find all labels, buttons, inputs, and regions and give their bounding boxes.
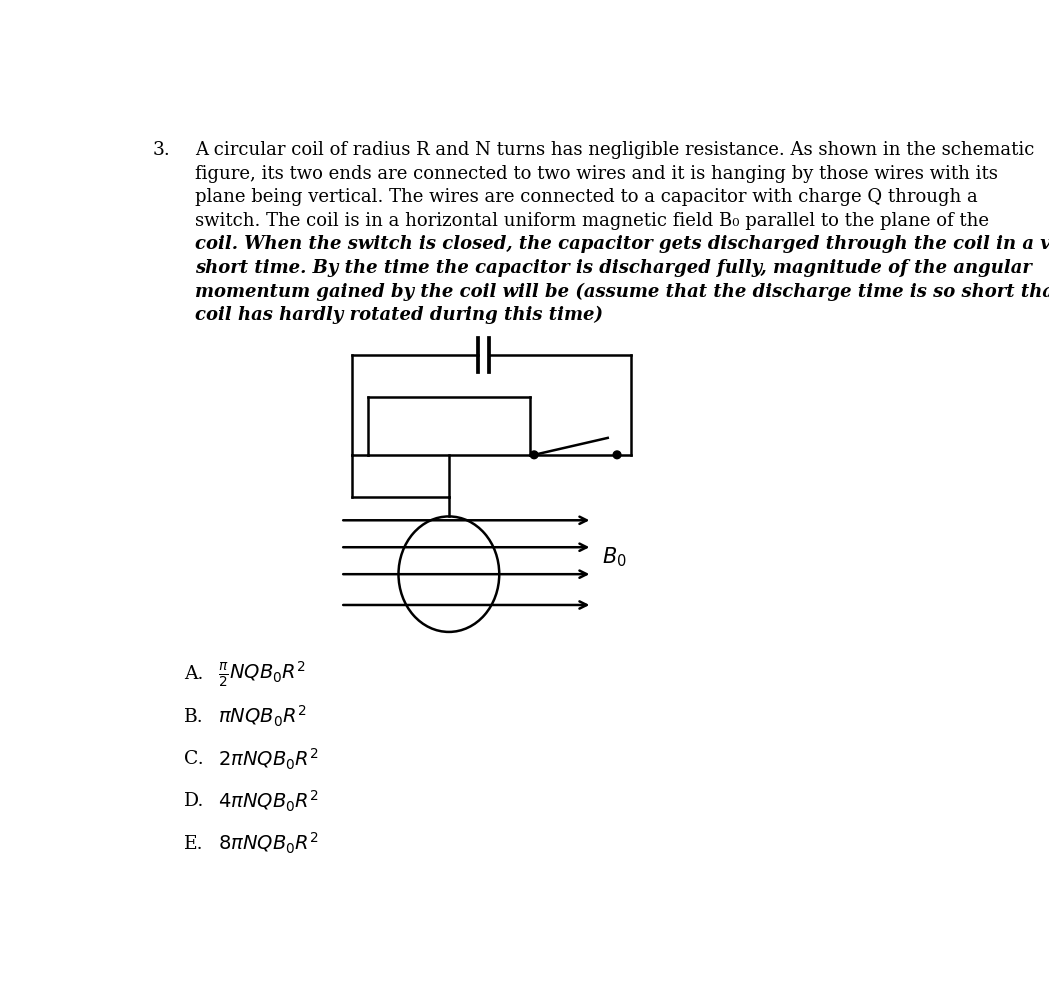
Text: A.: A.	[184, 665, 204, 683]
Text: $B_0$: $B_0$	[602, 545, 627, 569]
Text: $\pi NQB_0R^2$: $\pi NQB_0R^2$	[218, 704, 306, 729]
Text: D.: D.	[184, 792, 205, 810]
Circle shape	[530, 451, 538, 459]
Text: plane being vertical. The wires are connected to a capacitor with charge Q throu: plane being vertical. The wires are conn…	[195, 189, 978, 207]
Text: $2\pi NQB_0R^2$: $2\pi NQB_0R^2$	[218, 746, 319, 771]
Text: figure, its two ends are connected to two wires and it is hanging by those wires: figure, its two ends are connected to tw…	[195, 165, 998, 183]
Text: 3.: 3.	[153, 142, 171, 160]
Text: A circular coil of radius R and N turns has negligible resistance. As shown in t: A circular coil of radius R and N turns …	[195, 142, 1034, 160]
Text: $\frac{\pi}{2}NQB_0R^2$: $\frac{\pi}{2}NQB_0R^2$	[218, 659, 305, 689]
Text: short time. By the time the capacitor is discharged fully, magnitude of the angu: short time. By the time the capacitor is…	[195, 259, 1031, 277]
Text: momentum gained by the coil will be (assume that the discharge time is so short : momentum gained by the coil will be (ass…	[195, 283, 1049, 301]
Text: E.: E.	[184, 835, 204, 853]
Text: B.: B.	[184, 707, 204, 725]
Text: $4\pi NQB_0R^2$: $4\pi NQB_0R^2$	[218, 789, 319, 814]
Circle shape	[614, 451, 621, 459]
Text: coil has hardly rotated during this time): coil has hardly rotated during this time…	[195, 306, 603, 324]
Text: coil. When the switch is closed, the capacitor gets discharged through the coil : coil. When the switch is closed, the cap…	[195, 236, 1049, 254]
Text: C.: C.	[184, 750, 204, 768]
Text: $8\pi NQB_0R^2$: $8\pi NQB_0R^2$	[218, 831, 319, 856]
Text: switch. The coil is in a horizontal uniform magnetic field B₀ parallel to the pl: switch. The coil is in a horizontal unif…	[195, 212, 988, 230]
